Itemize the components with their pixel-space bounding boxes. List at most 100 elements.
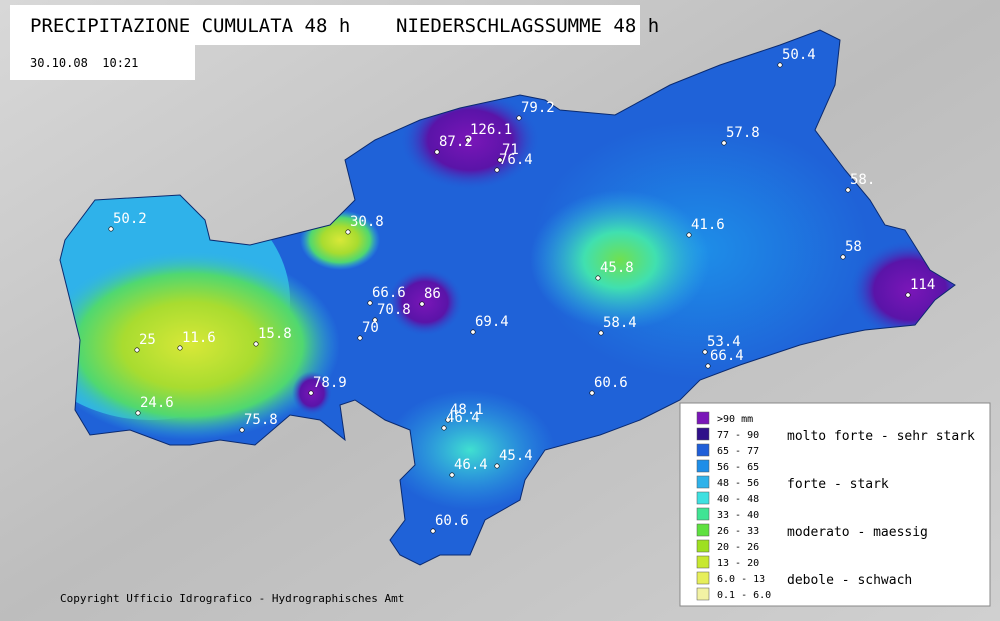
station-value: 15.8 <box>258 326 292 342</box>
station-dot <box>135 410 141 416</box>
station-value: 46.4 <box>454 457 488 473</box>
station-value: 60.6 <box>594 375 628 391</box>
station-dot <box>445 417 451 423</box>
station-dot <box>705 363 711 369</box>
station-value: 71 <box>502 142 519 158</box>
legend-class: 26 - 33 <box>717 526 759 537</box>
station-value: 75.8 <box>244 412 278 428</box>
station-dot <box>840 254 846 260</box>
station-value: 24.6 <box>140 395 174 411</box>
station-value: 66.6 <box>372 285 406 301</box>
legend-class: 33 - 40 <box>717 510 759 521</box>
station-value: 58 <box>845 239 862 255</box>
station-dot <box>686 232 692 238</box>
legend-swatch <box>696 459 710 473</box>
station-value: 60.6 <box>435 513 469 529</box>
station-value: 66.4 <box>710 348 744 364</box>
station-dot <box>702 349 708 355</box>
legend-class: 65 - 77 <box>717 446 759 457</box>
station-dot <box>470 329 476 335</box>
legend-swatch <box>696 475 710 489</box>
station-dot <box>134 347 140 353</box>
station-value: 76.4 <box>499 152 533 168</box>
station-value: 45.4 <box>499 448 533 464</box>
station-value: 30.8 <box>350 214 384 230</box>
station-value: 79.2 <box>521 100 555 116</box>
legend <box>679 402 991 607</box>
station-value: 114 <box>910 277 935 293</box>
station-dot <box>721 140 727 146</box>
station-value: 70.8 <box>377 302 411 318</box>
station-value: 57.8 <box>726 125 760 141</box>
station-dot <box>494 167 500 173</box>
station-value: 48.1 <box>450 402 484 418</box>
title: PRECIPITAZIONE CUMULATA 48 h NIEDERSCHLA… <box>30 15 659 37</box>
copyright: Copyright Ufficio Idrografico - Hydrogra… <box>60 592 404 605</box>
legend-class: 0.1 - 6.0 <box>717 590 771 601</box>
legend-swatch <box>696 411 710 425</box>
legend-class: 6.0 - 13 <box>717 574 765 585</box>
legend-swatch <box>696 523 710 537</box>
station-dot <box>595 275 601 281</box>
station-value: 11.6 <box>182 330 216 346</box>
station-dot <box>345 229 351 235</box>
station-dot <box>845 187 851 193</box>
legend-class: 56 - 65 <box>717 462 759 473</box>
station-value: 58.4 <box>603 315 637 331</box>
legend-class: >90 mm <box>717 414 753 425</box>
station-dot <box>494 463 500 469</box>
station-value: 126.1 <box>470 122 512 138</box>
legend-swatch <box>696 491 710 505</box>
station-dot <box>434 149 440 155</box>
legend-swatch <box>696 587 710 601</box>
legend-swatch <box>696 539 710 553</box>
legend-items: >90 mm 77 - 90 65 - 77 56 - 65 48 - 56 40 - 4… <box>696 411 975 601</box>
station-value: 87.2 <box>439 134 473 150</box>
station-dot <box>589 390 595 396</box>
legend-swatch <box>696 443 710 457</box>
station-dot <box>372 317 378 323</box>
legend-swatch <box>696 555 710 569</box>
legend-class: 13 - 20 <box>717 558 759 569</box>
station-value: 25 <box>139 332 156 348</box>
station-dot <box>177 345 183 351</box>
station-dot <box>465 137 471 143</box>
station-value: 50.2 <box>113 211 147 227</box>
legend-category: forte - stark <box>787 477 889 492</box>
legend-class: 20 - 26 <box>717 542 759 553</box>
legend-swatch <box>696 507 710 521</box>
station-value: 41.6 <box>691 217 725 233</box>
station-value: 69.4 <box>475 314 509 330</box>
legend-category: molto forte - sehr stark <box>787 429 975 444</box>
station-value: 78.9 <box>313 375 347 391</box>
station-value: 58. <box>850 172 875 188</box>
legend-category: moderato - maessig <box>787 525 928 540</box>
legend-category: debole - schwach <box>787 573 912 588</box>
legend-class: 48 - 56 <box>717 478 759 489</box>
station-value: 70 <box>362 320 379 336</box>
station-dot <box>367 300 373 306</box>
legend-swatch <box>696 571 710 585</box>
station-value: 45.8 <box>600 260 634 276</box>
station-dot <box>777 62 783 68</box>
station-dot <box>905 292 911 298</box>
date: 30.10.08 10:21 <box>30 56 138 70</box>
station-dot <box>357 335 363 341</box>
station-dot <box>239 427 245 433</box>
station-value: 50.4 <box>782 47 816 63</box>
station-dot <box>449 472 455 478</box>
station-dot <box>441 425 447 431</box>
legend-class: 40 - 48 <box>717 494 759 505</box>
station-value: 86 <box>424 286 441 302</box>
station-dot <box>497 157 503 163</box>
station-dot <box>430 528 436 534</box>
title-box <box>10 5 640 45</box>
station-value: 53.4 <box>707 334 741 350</box>
station-dot <box>108 226 114 232</box>
station-value: 46.4 <box>446 410 480 426</box>
station-dot <box>516 115 522 121</box>
legend-class: 77 - 90 <box>717 430 759 441</box>
station-dot <box>308 390 314 396</box>
